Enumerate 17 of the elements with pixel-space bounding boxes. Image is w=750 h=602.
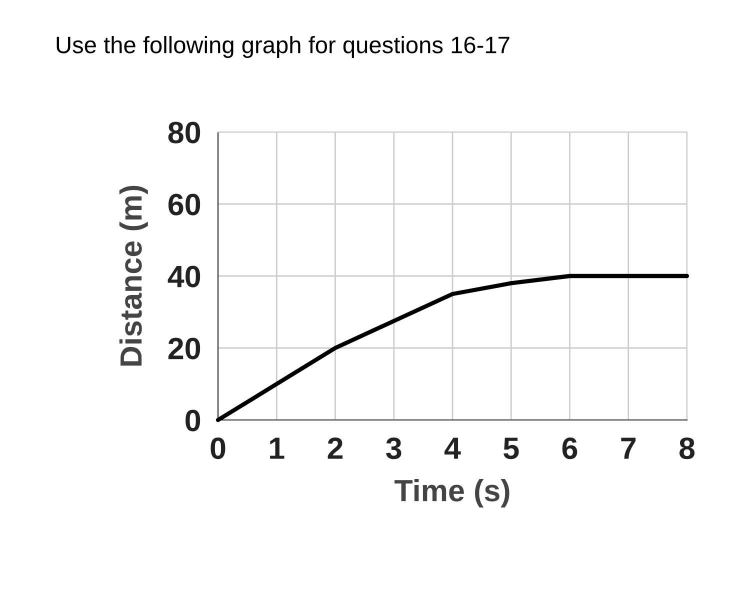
x-tick-label: 4 bbox=[444, 438, 461, 459]
x-tick-label: 3 bbox=[386, 437, 402, 460]
y-tick-label: 60 bbox=[168, 194, 200, 216]
x-tick-label: 8 bbox=[679, 437, 695, 460]
x-axis-title: Time (s) bbox=[394, 479, 510, 508]
x-tick-label: 7 bbox=[621, 438, 636, 459]
y-axis-title: Distance (m) bbox=[119, 186, 148, 366]
x-tick-label: 5 bbox=[504, 438, 519, 460]
x-tick-label: 1 bbox=[270, 438, 284, 459]
y-tick-label: 40 bbox=[168, 266, 200, 288]
x-tick-label: 2 bbox=[328, 437, 343, 459]
y-tick-label: 80 bbox=[168, 122, 200, 144]
x-tick-label: 6 bbox=[562, 437, 578, 460]
x-tick-label: 0 bbox=[210, 437, 226, 460]
y-tick-label: 0 bbox=[186, 410, 200, 432]
chart-title: Use the following graph for questions 16-17 bbox=[56, 36, 510, 58]
y-tick-label: 20 bbox=[168, 338, 200, 360]
